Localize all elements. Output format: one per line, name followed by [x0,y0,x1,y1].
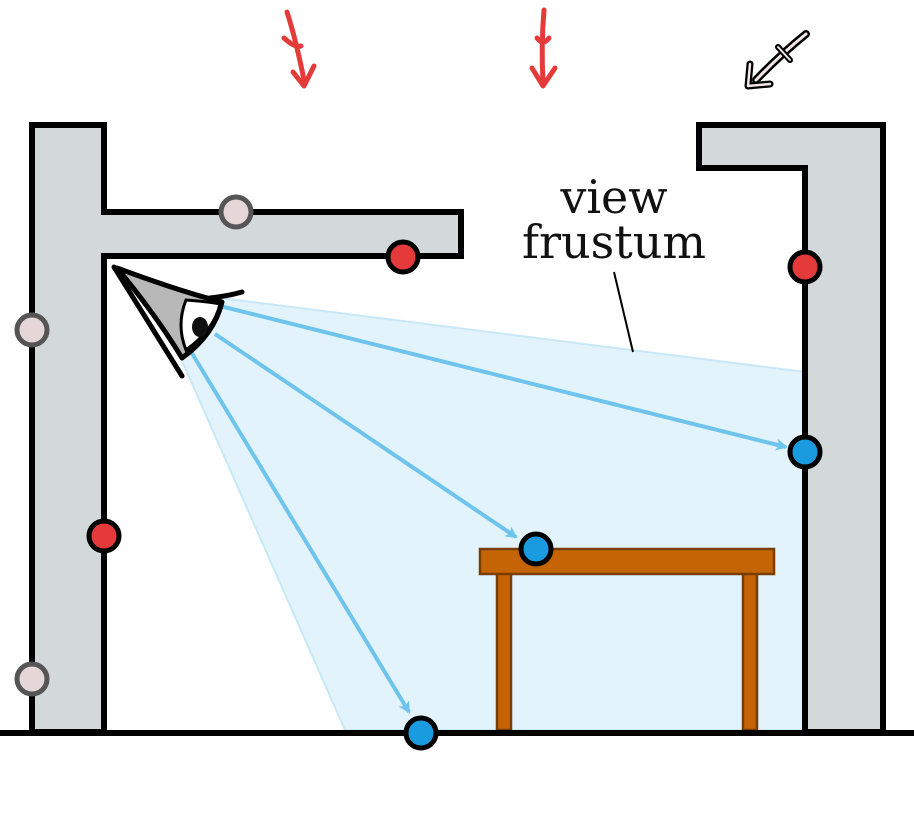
point-blue-floor [403,715,439,751]
view-frustum [173,294,806,731]
table-leg-right [741,570,759,732]
point-gray-ceiling [218,194,254,230]
eye-icon [111,264,245,379]
incoming-arrow-icon [281,9,317,89]
ray-to-wall [219,304,788,451]
ray-to-table [213,332,518,539]
point-red-right [787,249,823,285]
ray-to-floor [188,348,411,714]
incoming-arrow-icon [744,30,810,90]
point-gray-left-upper [14,312,50,348]
frustum-label-leader [613,271,634,353]
point-blue-table [518,531,554,567]
point-gray-left-lower [14,661,50,697]
point-red-ceiling [385,239,421,275]
table-leg-left [495,570,513,732]
point-blue-right [787,434,823,470]
frustum-label-line1: view [559,170,667,224]
incoming-arrow-icon [529,7,558,89]
point-red-left [86,518,122,554]
frustum-label-line2: frustum [522,215,706,269]
